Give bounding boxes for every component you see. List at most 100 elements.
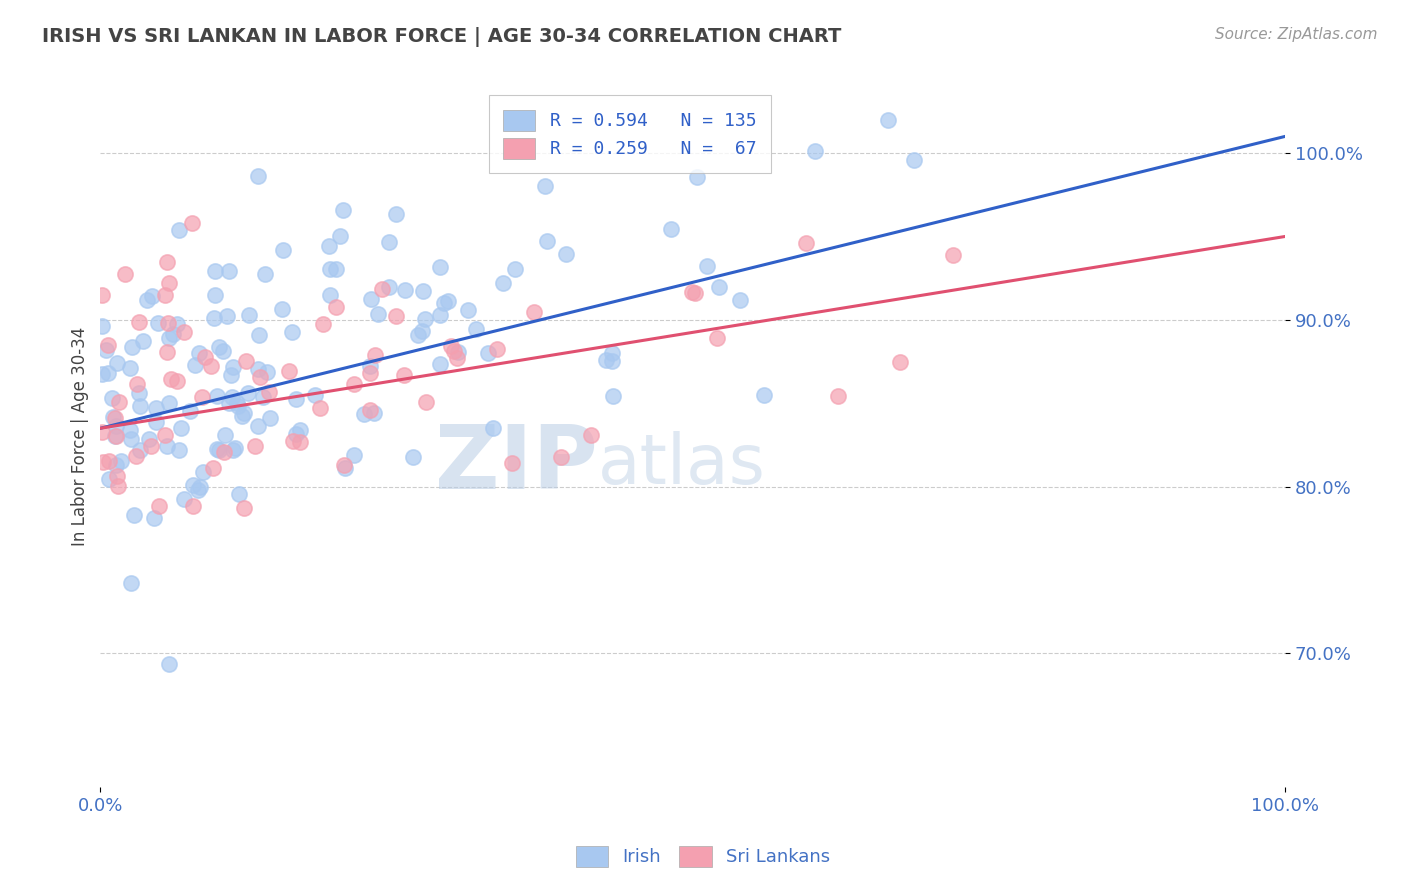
Point (411, 325, 433, 339)
Point (212, 343, 235, 358)
Point (120, 361, 142, 376)
Point (118, 423, 141, 437)
Point (91, 425, 114, 440)
Point (124, 508, 146, 523)
Point (200, 359, 222, 374)
Point (401, 450, 423, 464)
Point (332, 458, 354, 472)
Point (329, 228, 352, 243)
Point (309, 401, 332, 415)
Point (124, 449, 146, 463)
Point (91, 455, 114, 469)
Point (600, 345, 623, 359)
Point (181, 478, 204, 492)
Point (281, 434, 304, 448)
Point (492, 276, 515, 290)
Point (212, 445, 235, 459)
Point (304, 388, 326, 402)
Point (256, 366, 278, 380)
Point (377, 235, 399, 249)
Point (190, 390, 212, 404)
Point (183, 358, 205, 372)
Legend: R = 0.594   N = 135, R = 0.259   N =  67: R = 0.594 N = 135, R = 0.259 N = 67 (488, 95, 770, 173)
Point (359, 403, 381, 417)
Point (457, 302, 479, 317)
Point (159, 277, 181, 291)
Text: atlas: atlas (598, 431, 766, 498)
Point (683, 286, 706, 301)
Point (384, 309, 406, 323)
Point (686, 170, 709, 185)
Point (128, 442, 150, 457)
Point (696, 259, 718, 273)
Point (141, 289, 163, 303)
Point (447, 345, 470, 359)
Point (101, 409, 124, 424)
Point (318, 239, 340, 253)
Point (353, 407, 375, 421)
Point (247, 362, 270, 376)
Point (180, 216, 202, 230)
Point (325, 301, 347, 315)
Point (659, 221, 682, 235)
Point (138, 432, 160, 446)
Point (332, 202, 354, 217)
Point (143, 511, 166, 525)
Y-axis label: In Labor Force | Age 30-34: In Labor Force | Age 30-34 (72, 327, 89, 546)
Point (238, 309, 260, 323)
Point (225, 396, 247, 410)
Point (166, 374, 188, 388)
Point (503, 262, 526, 277)
Point (433, 296, 456, 310)
Point (235, 354, 257, 368)
Point (148, 499, 170, 513)
Point (440, 339, 463, 353)
Point (482, 421, 505, 435)
Point (312, 317, 335, 331)
Point (415, 312, 437, 326)
Point (486, 342, 509, 356)
Point (429, 357, 451, 371)
Point (270, 301, 292, 316)
Text: ZIP: ZIP (436, 421, 598, 508)
Point (247, 328, 270, 343)
Legend: Irish, Sri Lankans: Irish, Sri Lankans (568, 838, 838, 874)
Point (188, 480, 211, 494)
Point (443, 343, 465, 358)
Point (602, 389, 624, 403)
Text: Source: ZipAtlas.com: Source: ZipAtlas.com (1215, 27, 1378, 42)
Point (252, 390, 274, 404)
Point (114, 268, 136, 282)
Point (394, 284, 416, 298)
Point (465, 322, 488, 336)
Point (877, 112, 900, 127)
Point (232, 501, 254, 516)
Point (136, 293, 159, 307)
Point (903, 153, 925, 168)
Point (153, 288, 176, 302)
Point (120, 575, 142, 590)
Point (249, 370, 271, 384)
Point (156, 344, 179, 359)
Point (364, 348, 387, 362)
Point (285, 426, 308, 441)
Point (600, 354, 623, 368)
Point (204, 264, 226, 278)
Point (108, 394, 131, 409)
Point (523, 305, 546, 319)
Point (554, 247, 576, 261)
Point (146, 316, 169, 330)
Point (942, 248, 965, 262)
Point (167, 442, 190, 457)
Point (105, 468, 128, 483)
Point (222, 359, 245, 374)
Point (550, 450, 572, 465)
Point (827, 389, 849, 403)
Point (217, 309, 239, 323)
Point (207, 389, 229, 403)
Point (157, 331, 180, 345)
Point (277, 364, 299, 378)
Point (105, 428, 128, 442)
Point (145, 401, 167, 416)
Point (90, 318, 112, 333)
